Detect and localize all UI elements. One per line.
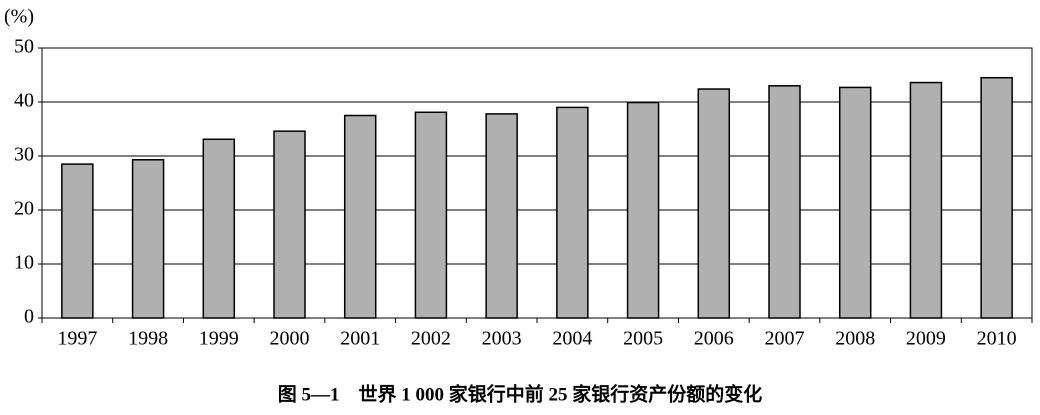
x-tick-label: 2008 xyxy=(835,328,875,350)
bar xyxy=(980,76,1013,319)
y-axis-unit: (%) xyxy=(4,6,34,28)
bar xyxy=(131,159,165,319)
x-tick-label: 2005 xyxy=(623,328,663,350)
bar xyxy=(485,113,518,319)
bar xyxy=(61,163,94,319)
x-tick-label: 2006 xyxy=(694,328,734,350)
bar xyxy=(838,86,872,319)
bar xyxy=(909,81,943,319)
y-tick-label: 20 xyxy=(14,198,34,220)
x-tick-label: 2001 xyxy=(340,328,380,350)
x-tick-label: 2003 xyxy=(482,328,522,350)
bar xyxy=(697,88,731,319)
chart-title: 图 5—1 世界 1 000 家银行中前 25 家银行资产份额的变化 xyxy=(278,382,763,405)
x-tick-label: 2000 xyxy=(270,328,310,350)
y-tick-label: 40 xyxy=(14,90,34,112)
bar xyxy=(273,130,306,319)
bar xyxy=(768,85,801,319)
x-tick-label: 2007 xyxy=(765,328,805,350)
y-tick-label: 30 xyxy=(14,144,34,166)
x-tick-label: 1997 xyxy=(57,328,97,350)
x-tick-label: 1999 xyxy=(199,328,239,350)
bar xyxy=(626,101,660,319)
bar xyxy=(202,138,236,319)
bar xyxy=(343,114,377,319)
plot-frame xyxy=(41,47,1033,319)
bar xyxy=(556,106,589,319)
x-tick-label: 1998 xyxy=(128,328,168,350)
x-tick-label: 2004 xyxy=(552,328,592,350)
bar xyxy=(414,111,448,319)
x-tick-label: 2010 xyxy=(977,328,1017,350)
y-tick-label: 10 xyxy=(14,252,34,274)
y-tick-label: 0 xyxy=(24,306,34,328)
y-tick-label: 50 xyxy=(14,36,34,58)
x-tick-label: 2009 xyxy=(906,328,946,350)
x-tick-label: 2002 xyxy=(411,328,451,350)
